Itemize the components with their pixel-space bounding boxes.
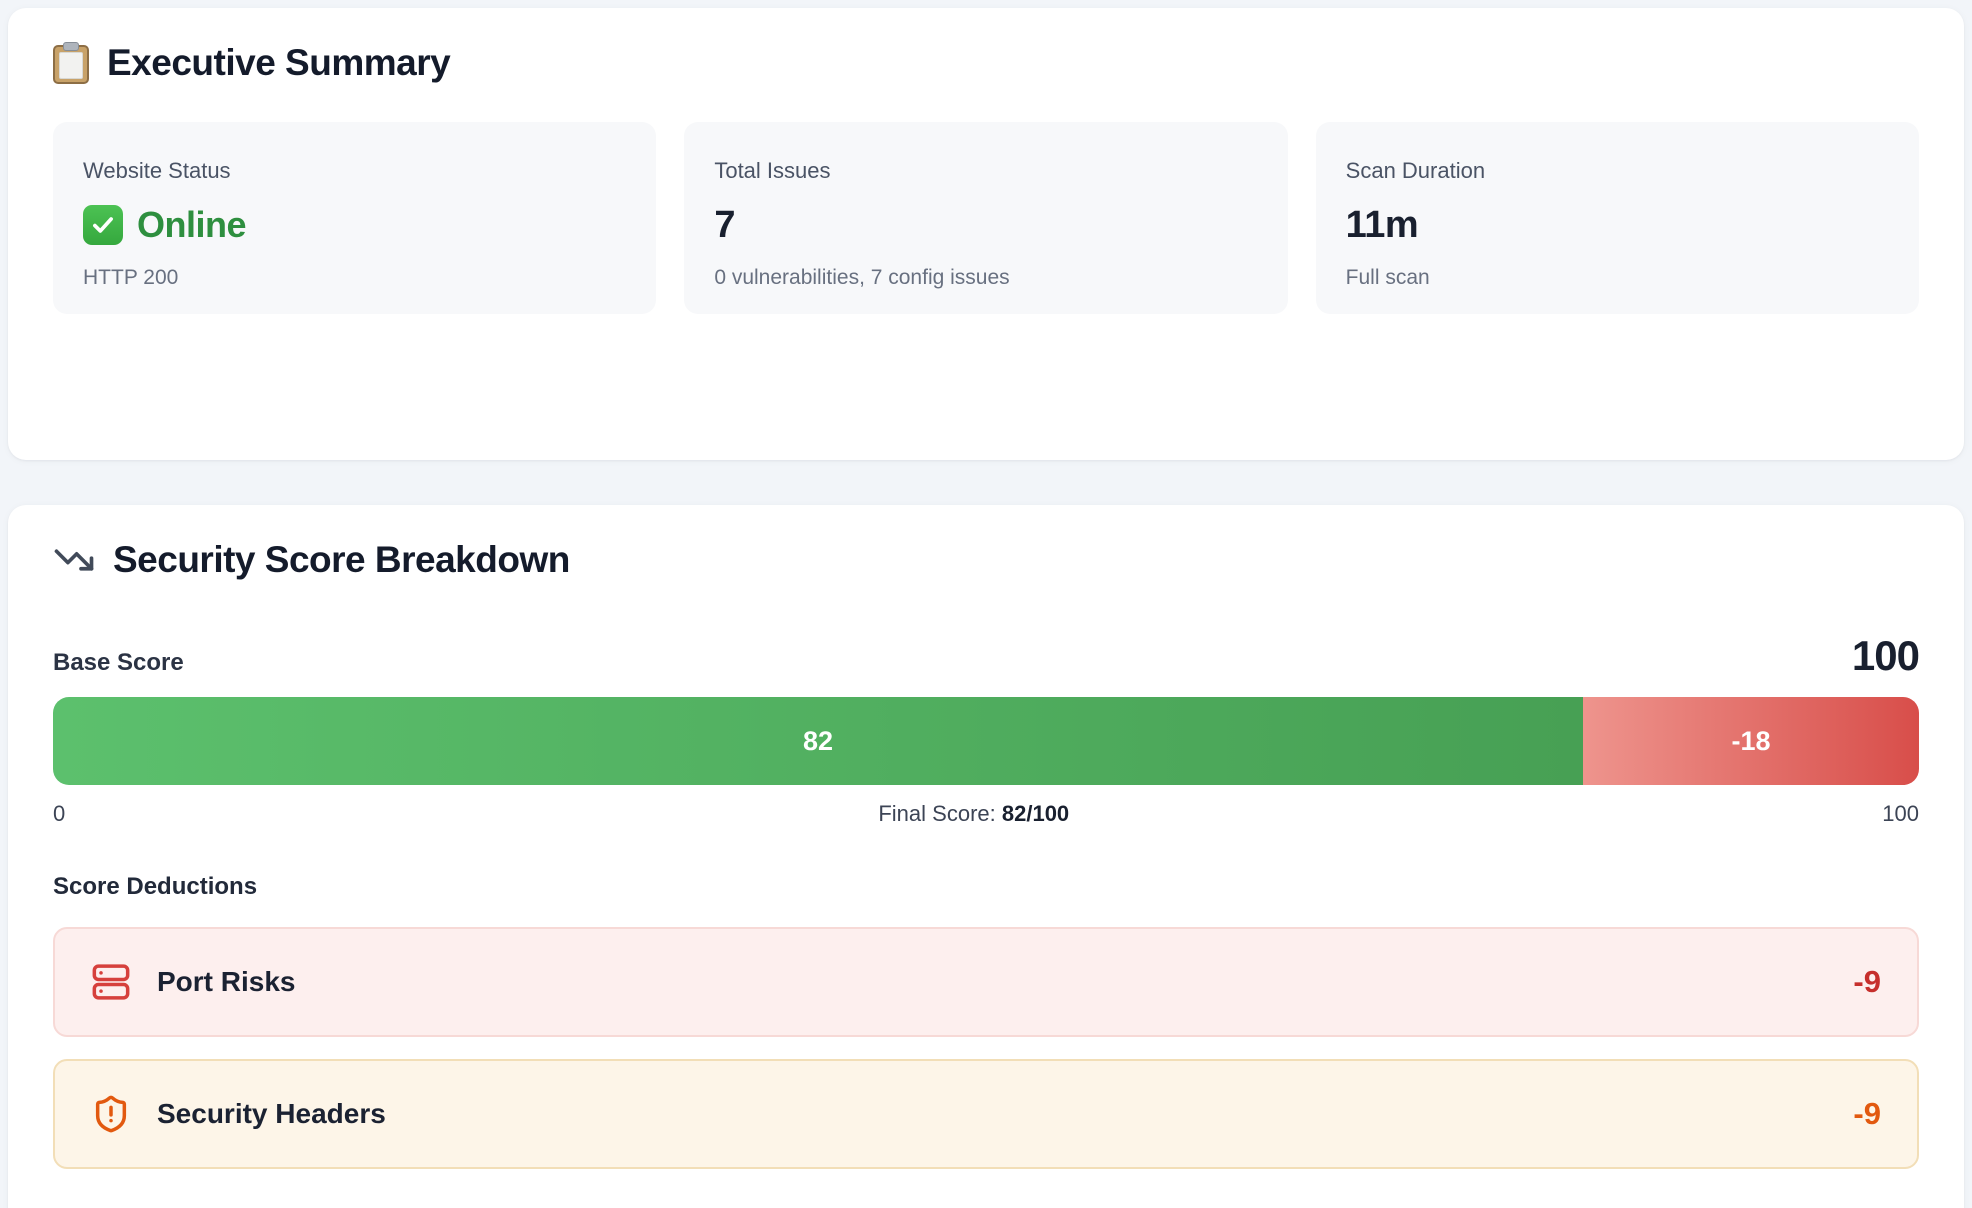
stat-value-online: Online xyxy=(137,204,247,245)
base-score-row: Base Score 100 xyxy=(53,632,1920,679)
server-icon xyxy=(91,962,131,1002)
final-score-label: Final Score: xyxy=(878,801,996,826)
stat-card-website-status: Website Status Online HTTP 200 xyxy=(53,122,657,314)
score-breakdown-header: Security Score Breakdown xyxy=(53,539,1919,581)
deducted-score-label: -18 xyxy=(1731,725,1771,756)
score-bar: 82 -18 xyxy=(53,697,1919,785)
stat-value-scan-duration: 11m xyxy=(1345,203,1419,246)
score-deductions-title: Score Deductions xyxy=(53,873,258,900)
stat-sub: 0 vulnerabilities, 7 config issues xyxy=(714,266,1010,289)
stat-card-total-issues: Total Issues 7 0 vulnerabilities, 7 conf… xyxy=(684,122,1288,314)
clipboard-icon xyxy=(53,42,89,84)
deduction-value: -9 xyxy=(1853,1096,1881,1131)
final-score-value: 82/100 xyxy=(1001,801,1070,826)
stat-sub: Full scan xyxy=(1345,266,1430,289)
axis-max-label: 100 xyxy=(1882,801,1919,826)
stat-value-total-issues: 7 xyxy=(714,203,735,246)
final-score: Final Score: 82/100 xyxy=(878,801,1069,827)
security-report-page: Executive Summary Website Status Online … xyxy=(0,8,1972,1208)
score-axis-row: 0 Final Score: 82/100 100 xyxy=(53,801,1919,827)
score-breakdown-card: Security Score Breakdown Base Score 100 … xyxy=(8,505,1964,1208)
deduction-label: Port Risks xyxy=(157,966,296,997)
executive-summary-header: Executive Summary xyxy=(53,42,1919,84)
deduction-value: -9 xyxy=(1853,964,1881,999)
trending-down-icon xyxy=(53,539,95,581)
shield-alert-icon xyxy=(91,1094,131,1134)
base-score-label: Base Score xyxy=(53,649,184,676)
stat-label: Website Status xyxy=(83,158,231,183)
deduction-label: Security Headers xyxy=(157,1098,386,1129)
summary-stats-grid: Website Status Online HTTP 200 Total Iss… xyxy=(53,122,1919,314)
score-bar-earned: 82 xyxy=(53,697,1584,785)
executive-summary-card: Executive Summary Website Status Online … xyxy=(8,8,1964,460)
stat-label: Total Issues xyxy=(714,158,831,183)
deduction-row-port-risks: Port Risks -9 xyxy=(53,927,1919,1037)
score-breakdown-title: Security Score Breakdown xyxy=(113,539,570,580)
stat-card-scan-duration: Scan Duration 11m Full scan xyxy=(1315,122,1919,314)
base-score-value: 100 xyxy=(1851,632,1920,679)
stat-label: Scan Duration xyxy=(1345,158,1486,183)
executive-summary-title: Executive Summary xyxy=(107,42,451,83)
check-icon xyxy=(83,205,123,245)
score-bar-deducted: -18 xyxy=(1583,697,1919,785)
stat-sub: HTTP 200 xyxy=(83,266,179,289)
deduction-row-security-headers: Security Headers -9 xyxy=(53,1059,1919,1169)
axis-min-label: 0 xyxy=(53,801,66,826)
earned-score-label: 82 xyxy=(803,725,834,756)
